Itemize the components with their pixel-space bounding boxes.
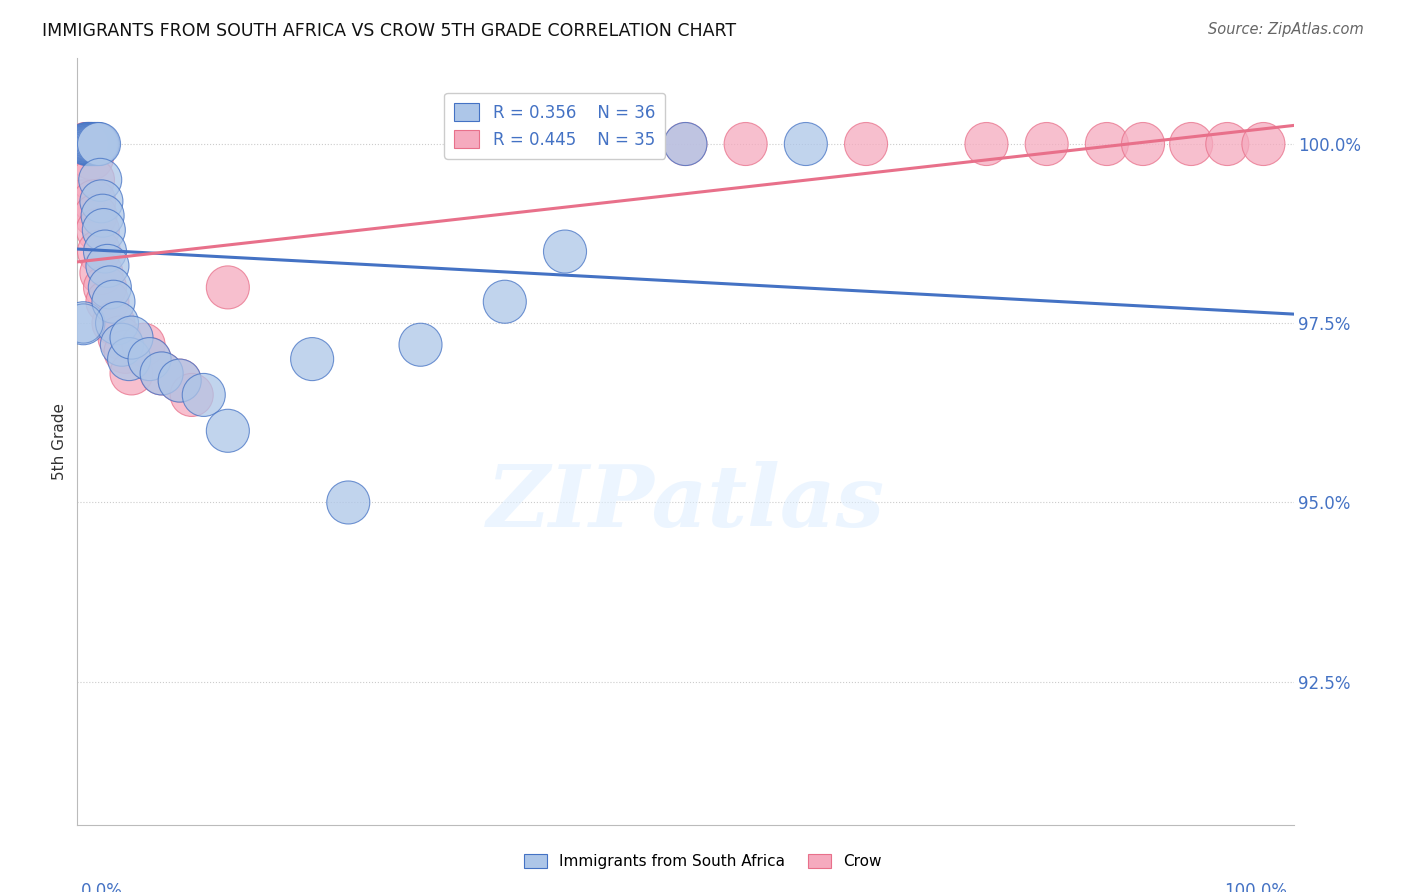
Point bbox=[180, 388, 202, 402]
Text: 0.0%: 0.0% bbox=[82, 882, 122, 892]
Point bbox=[82, 173, 104, 187]
Point bbox=[554, 244, 576, 259]
Point bbox=[79, 136, 101, 151]
Y-axis label: 5th Grade: 5th Grade bbox=[52, 403, 67, 480]
Point bbox=[169, 374, 191, 388]
Point bbox=[76, 136, 98, 151]
Point bbox=[150, 367, 173, 381]
Text: IMMIGRANTS FROM SOUTH AFRICA VS CROW 5TH GRADE CORRELATION CHART: IMMIGRANTS FROM SOUTH AFRICA VS CROW 5TH… bbox=[42, 22, 737, 40]
Point bbox=[90, 266, 112, 280]
Point bbox=[734, 136, 756, 151]
Point bbox=[87, 136, 110, 151]
Point bbox=[114, 345, 136, 359]
Point bbox=[87, 223, 110, 237]
Point bbox=[103, 294, 125, 309]
Point bbox=[1035, 136, 1057, 151]
Point bbox=[89, 173, 111, 187]
Point bbox=[84, 209, 107, 223]
Point bbox=[77, 136, 100, 151]
Point bbox=[82, 136, 104, 151]
Point bbox=[976, 136, 998, 151]
Point bbox=[72, 194, 94, 209]
Point bbox=[72, 316, 94, 330]
Point bbox=[83, 194, 105, 209]
Point bbox=[1132, 136, 1154, 151]
Point bbox=[76, 136, 98, 151]
Legend: Immigrants from South Africa, Crow: Immigrants from South Africa, Crow bbox=[517, 848, 889, 875]
Point bbox=[79, 136, 101, 151]
Text: Source: ZipAtlas.com: Source: ZipAtlas.com bbox=[1208, 22, 1364, 37]
Point bbox=[79, 136, 101, 151]
Point bbox=[118, 352, 141, 367]
Point bbox=[79, 136, 101, 151]
Point bbox=[90, 194, 112, 209]
Point bbox=[87, 136, 110, 151]
Point bbox=[103, 316, 125, 330]
Point bbox=[217, 424, 239, 438]
Point bbox=[1180, 136, 1202, 151]
Point bbox=[98, 280, 121, 294]
Text: ZIPatlas: ZIPatlas bbox=[486, 461, 884, 545]
Point bbox=[675, 136, 697, 151]
Point bbox=[1095, 136, 1118, 151]
Point bbox=[121, 330, 143, 344]
Point bbox=[132, 337, 155, 351]
Point bbox=[80, 136, 103, 151]
Point bbox=[93, 223, 115, 237]
Point bbox=[1216, 136, 1239, 151]
Point bbox=[150, 367, 173, 381]
Point bbox=[1253, 136, 1275, 151]
Point bbox=[337, 495, 360, 509]
Point bbox=[675, 136, 697, 151]
Point bbox=[409, 337, 432, 351]
Point bbox=[108, 330, 131, 344]
Point bbox=[105, 316, 128, 330]
Point bbox=[80, 152, 103, 166]
Point bbox=[77, 136, 100, 151]
Point bbox=[121, 367, 143, 381]
Point bbox=[169, 374, 191, 388]
Point bbox=[217, 280, 239, 294]
Point bbox=[794, 136, 817, 151]
Point bbox=[94, 280, 117, 294]
Point bbox=[96, 294, 118, 309]
Point bbox=[84, 136, 107, 151]
Text: 100.0%: 100.0% bbox=[1225, 882, 1288, 892]
Legend: R = 0.356    N = 36, R = 0.445    N = 35: R = 0.356 N = 36, R = 0.445 N = 35 bbox=[444, 93, 665, 159]
Point bbox=[91, 209, 114, 223]
Point bbox=[111, 337, 134, 351]
Point bbox=[494, 294, 516, 309]
Point bbox=[301, 352, 323, 367]
Point bbox=[96, 259, 118, 273]
Point bbox=[138, 352, 160, 367]
Point bbox=[87, 244, 110, 259]
Point bbox=[83, 136, 105, 151]
Point bbox=[72, 316, 94, 330]
Point bbox=[855, 136, 877, 151]
Point bbox=[94, 244, 117, 259]
Point bbox=[138, 352, 160, 367]
Point bbox=[193, 388, 215, 402]
Point bbox=[75, 136, 97, 151]
Point bbox=[86, 136, 108, 151]
